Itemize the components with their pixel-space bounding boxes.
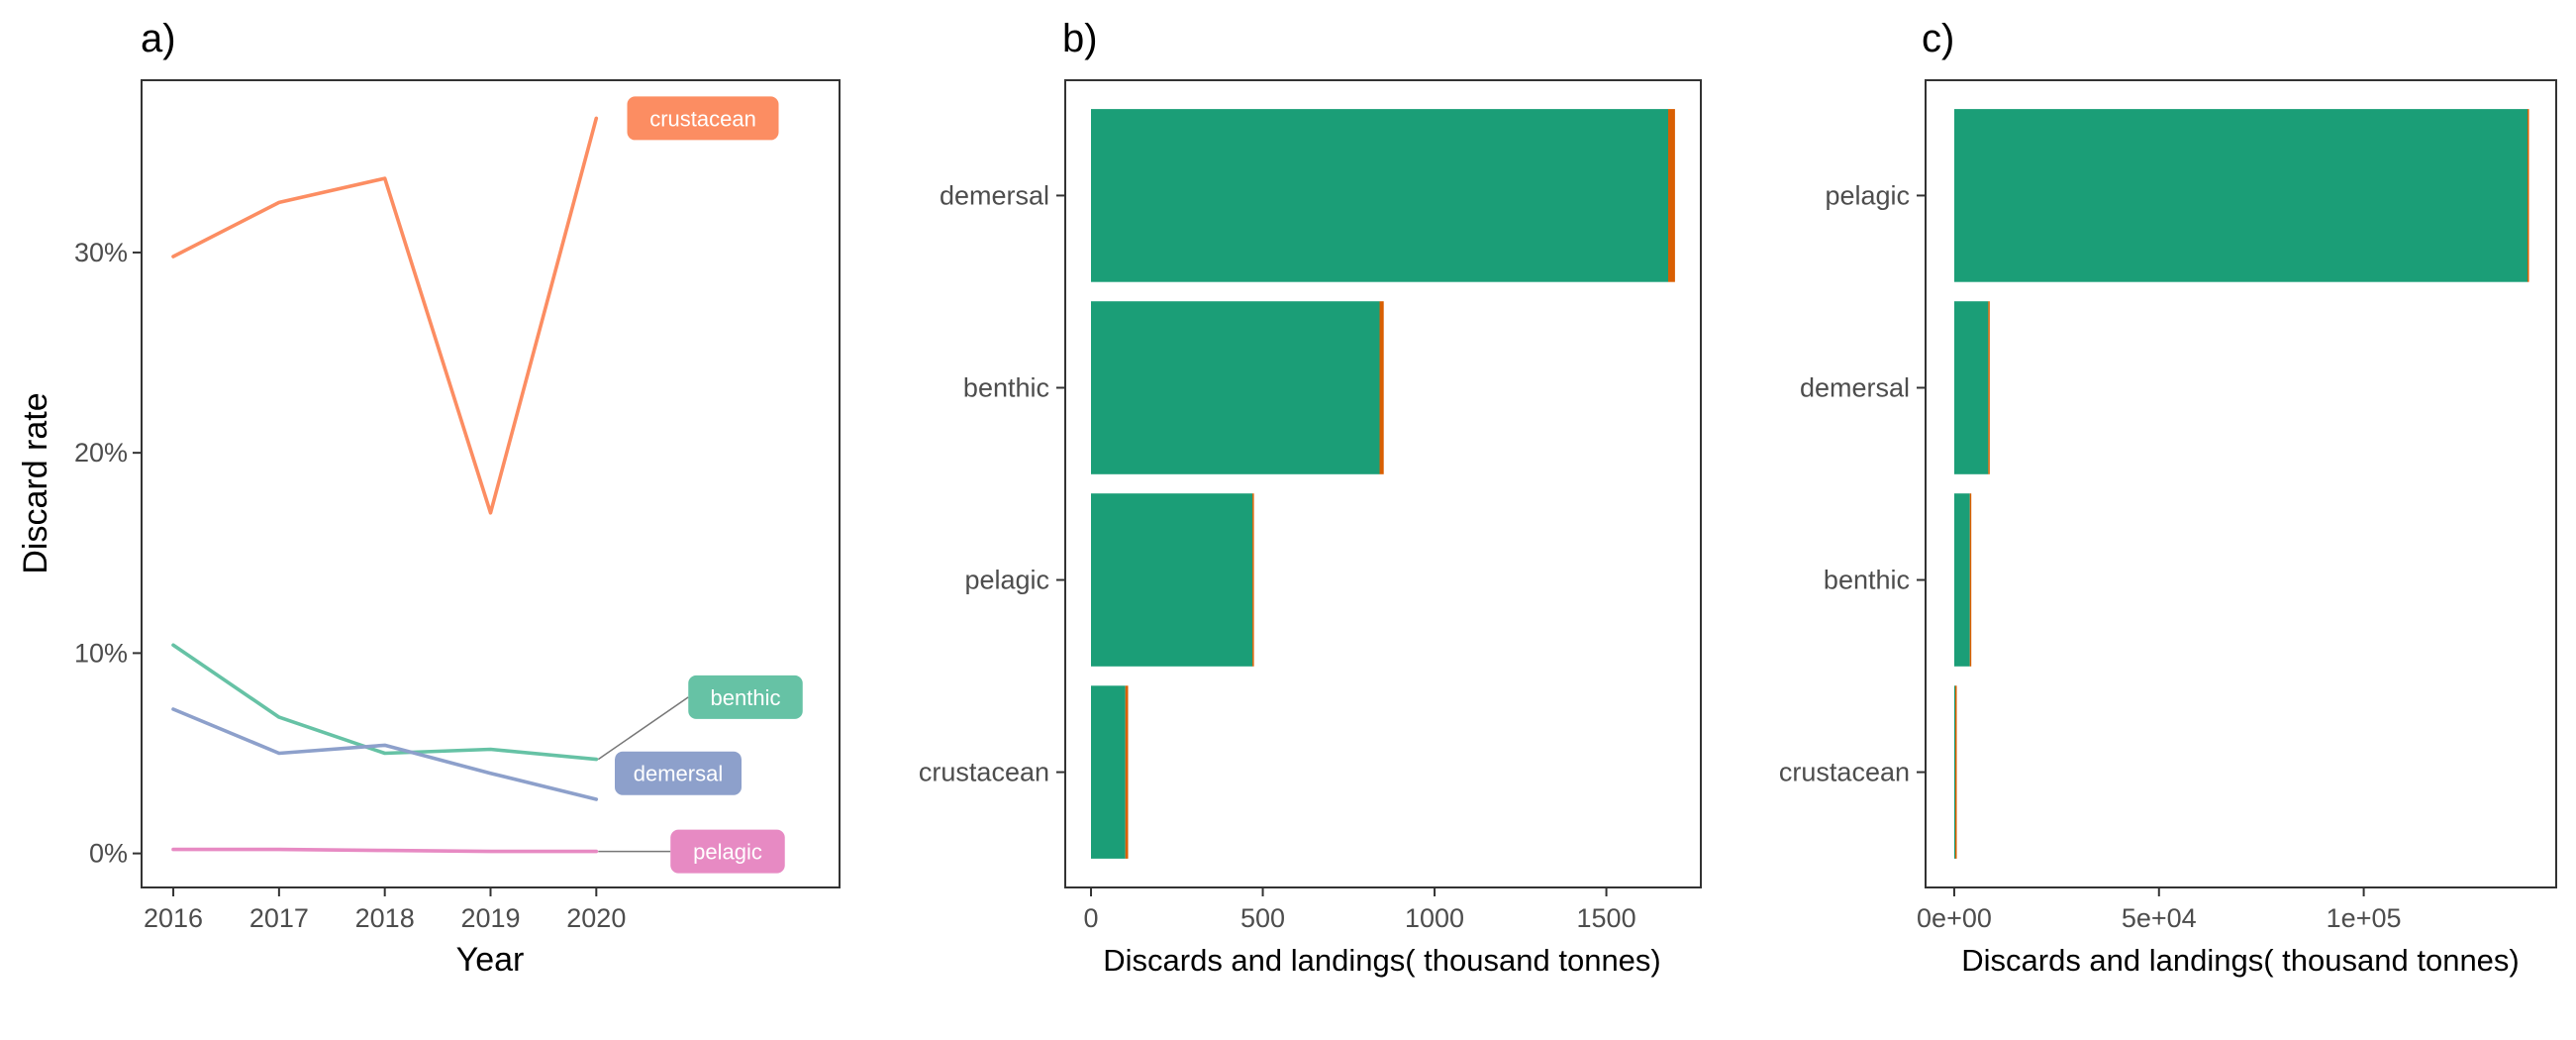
panel-b-y-tick-label: demersal xyxy=(940,180,1049,210)
panel-c-x-axis-title: Discards and landings( thousand tonnes) xyxy=(1961,943,2520,978)
panel-c: c) pelagic demersal benthic crustacean 0e+0… xyxy=(1779,17,2557,978)
panel-c-y-axis: pelagic demersal benthic crustacean xyxy=(1779,180,1926,787)
panel-c-y-tick-label: benthic xyxy=(1824,566,1910,595)
x-tick-label: 2020 xyxy=(566,903,626,933)
label-text-benthic: benthic xyxy=(711,685,781,710)
panel-b-y-tick-label: benthic xyxy=(963,372,1049,402)
label-text-demersal: demersal xyxy=(634,762,723,786)
panel-b-x-axis: 0 500 1000 1500 xyxy=(1084,887,1636,933)
panel-c-bar-demersal-landings xyxy=(1954,301,1989,474)
x-tick-label: 2019 xyxy=(460,903,520,933)
panel-c-bar-pelagic-landings xyxy=(1954,109,2528,282)
panel-a-tag: a) xyxy=(141,17,176,60)
series-line-pelagic xyxy=(171,847,599,854)
label-box-demersal xyxy=(615,751,742,795)
series-line-benthic xyxy=(171,643,599,762)
panel-b: b) demersal benthic pelagic crustacean 0 500… xyxy=(919,17,1702,978)
panel-c-bars xyxy=(1954,109,2529,859)
panel-b-bar-pelagic-landings xyxy=(1091,493,1253,667)
y-tick-label: 10% xyxy=(74,638,128,668)
panel-b-y-axis: demersal benthic pelagic crustacean xyxy=(919,180,1065,787)
x-tick-label: 2018 xyxy=(355,903,415,933)
x-tick-label: 2017 xyxy=(249,903,309,933)
label-text-pelagic: pelagic xyxy=(693,840,762,865)
panel-a-series-labels: crustacean benthic demersal pelagic xyxy=(597,96,803,874)
panel-a-x-axis: 2016 2017 2018 2019 2020 xyxy=(144,887,626,933)
series-line-demersal xyxy=(171,707,599,801)
panel-b-x-tick-label: 500 xyxy=(1240,903,1285,933)
panel-b-frame xyxy=(1064,79,1702,888)
panel-c-bar-crustacean-landings xyxy=(1954,685,1956,859)
y-tick-label: 30% xyxy=(74,238,128,267)
label-box-pelagic xyxy=(670,829,785,874)
panel-b-bar-demersal-discards xyxy=(1668,109,1675,282)
panel-c-x-tick-label: 5e+04 xyxy=(2122,903,2197,933)
label-leader-benthic xyxy=(597,696,689,761)
panel-b-bar-benthic-discards xyxy=(1379,301,1384,474)
panel-c-y-tick-label: demersal xyxy=(1800,372,1910,402)
panel-c-bar-pelagic-discards xyxy=(2527,109,2529,282)
label-box-benthic xyxy=(688,675,803,719)
panel-a-lines xyxy=(171,116,599,854)
panel-c-x-tick-label: 1e+05 xyxy=(2327,903,2402,933)
y-tick-label: 0% xyxy=(89,839,128,869)
panel-b-bar-crustacean-landings xyxy=(1091,685,1126,859)
panel-b-x-tick-label: 1000 xyxy=(1405,903,1464,933)
panel-b-x-tick-label: 1500 xyxy=(1577,903,1636,933)
panel-b-y-tick-label: pelagic xyxy=(964,566,1049,595)
panel-c-y-tick-label: pelagic xyxy=(1825,180,1910,210)
panel-a-y-axis: 0% 10% 20% 30% xyxy=(74,238,142,869)
panel-c-y-tick-label: crustacean xyxy=(1779,758,1910,787)
panel-c-bar-demersal-discards xyxy=(1988,301,1990,474)
panel-b-bar-benthic-landings xyxy=(1091,301,1380,474)
panel-c-frame xyxy=(1925,79,2557,888)
panel-b-tag: b) xyxy=(1062,17,1098,60)
panel-b-bar-pelagic-discards xyxy=(1252,493,1254,667)
panel-a-x-axis-title: Year xyxy=(456,941,525,979)
panel-a-y-axis-title: Discard rate xyxy=(17,392,54,573)
panel-b-y-tick-label: crustacean xyxy=(919,758,1049,787)
panel-b-x-tick-label: 0 xyxy=(1084,903,1099,933)
panel-b-bars xyxy=(1091,109,1675,859)
panel-b-bar-demersal-landings xyxy=(1091,109,1668,282)
panel-b-x-axis-title: Discards and landings( thousand tonnes) xyxy=(1103,943,1661,978)
panel-c-bar-benthic-landings xyxy=(1954,493,1970,667)
label-text-crustacean: crustacean xyxy=(649,106,756,131)
y-tick-label: 20% xyxy=(74,438,128,468)
series-line-crustacean xyxy=(171,116,599,515)
panel-b-bar-crustacean-discards xyxy=(1125,685,1129,859)
panel-c-x-axis: 0e+00 5e+04 1e+05 xyxy=(1917,887,2402,933)
x-tick-label: 2016 xyxy=(144,903,203,933)
panel-c-x-tick-label: 0e+00 xyxy=(1917,903,1992,933)
panel-c-bar-benthic-discards xyxy=(1969,493,1972,667)
label-box-crustacean xyxy=(627,96,779,141)
panel-a: a) crustacean benthic demersal pelagic 0% 10… xyxy=(17,17,841,979)
panel-c-bar-crustacean-discards xyxy=(1955,685,1957,859)
panel-c-tag: c) xyxy=(1922,17,1954,60)
